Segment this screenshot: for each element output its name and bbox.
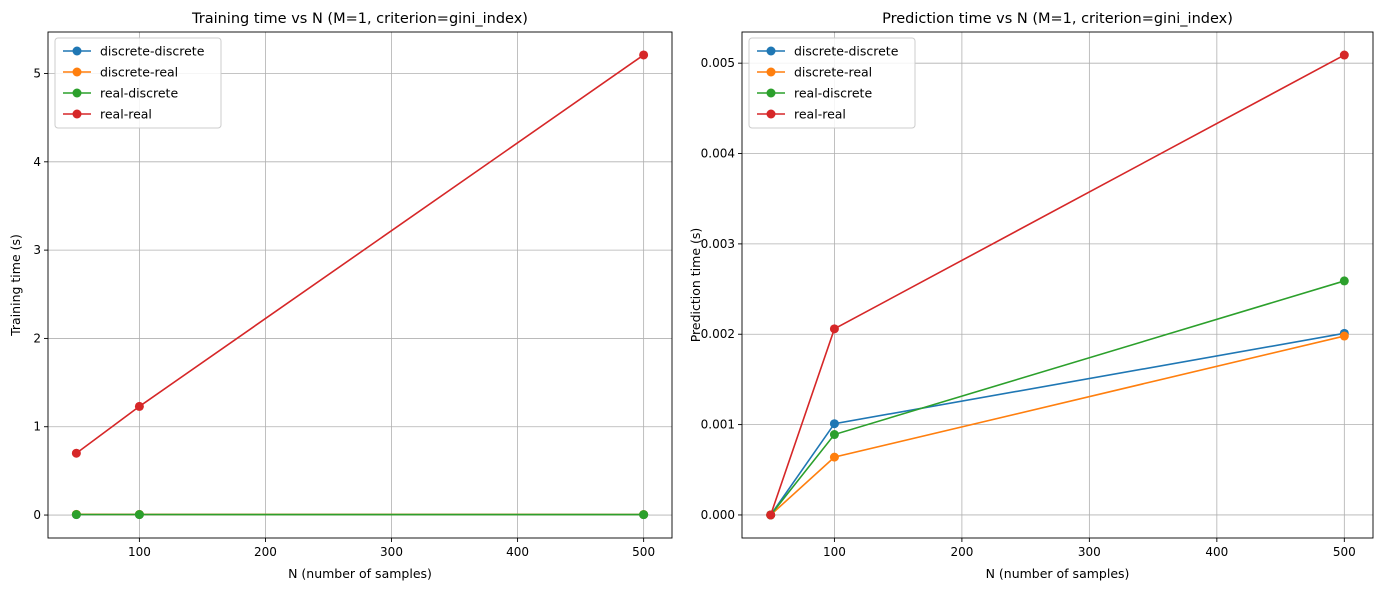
plot-frame — [741, 31, 1374, 539]
legend-entry: discrete-real — [100, 65, 178, 80]
x-tick-label: 300 — [1078, 545, 1101, 559]
chart-2: 100 200 300 400 500 0.000 0.001 0.002 0.003 0.004… — [688, 11, 1374, 581]
legend: discrete-discrete discrete-real real-discr… — [748, 37, 916, 129]
legend-marker-discrete-real — [766, 67, 776, 77]
legend-marker-real-discrete — [72, 88, 82, 98]
legend-marker-discrete-real — [72, 67, 82, 77]
legend-entry: real-real — [100, 107, 152, 122]
y-tick-label: 0.000 — [701, 508, 735, 522]
legend-marker-discrete-discrete — [72, 46, 82, 56]
chart-title: Training time vs N (M=1, criterion=gini_… — [191, 11, 528, 27]
y-tick-label: 0.001 — [701, 418, 735, 432]
plot-frame — [47, 31, 673, 539]
x-tick-label: 300 — [380, 545, 403, 559]
legend-entry: real-discrete — [794, 86, 872, 101]
series-line-discrete-discrete — [770, 332, 1345, 516]
data-point-discrete-real — [829, 452, 839, 462]
y-tick-label: 3 — [33, 243, 41, 257]
x-tick-label: 200 — [950, 545, 973, 559]
y-axis-label: Prediction time (s) — [688, 228, 703, 343]
legend-entry: discrete-discrete — [100, 44, 205, 59]
x-tick-label: 100 — [823, 545, 846, 559]
y-tick-label: 4 — [33, 155, 41, 169]
data-point-real-discrete — [829, 430, 839, 440]
legend-marker-real-real — [766, 109, 776, 119]
legend-marker-real-real — [72, 109, 82, 119]
legend-entry: discrete-discrete — [794, 44, 899, 59]
legend-entry: real-discrete — [100, 86, 178, 101]
y-tick-label: 0 — [33, 508, 41, 522]
data-point-real-discrete — [71, 510, 81, 520]
x-tick-label: 500 — [1333, 545, 1356, 559]
y-tick-label: 2 — [33, 331, 41, 345]
data-point-discrete-real — [1339, 331, 1349, 341]
legend: discrete-discrete discrete-real real-discr… — [54, 37, 222, 129]
x-axis-label: N (number of samples) — [986, 566, 1130, 581]
chart-1: 100 200 300 400 500 0 1 2 3 4 5 Training time vs N … — [8, 11, 673, 581]
data-point-discrete-discrete — [829, 419, 839, 429]
x-tick-label: 500 — [632, 545, 655, 559]
y-tick-label: 0.002 — [701, 327, 735, 341]
legend-marker-discrete-discrete — [766, 46, 776, 56]
y-axis-label: Training time (s) — [8, 234, 23, 337]
y-tick-label: 5 — [33, 67, 41, 81]
legend-marker-real-discrete — [766, 88, 776, 98]
x-axis-label: N (number of samples) — [288, 566, 432, 581]
y-tick-label: 1 — [33, 420, 41, 434]
data-point-real-discrete — [1339, 276, 1349, 286]
data-point-real-discrete — [134, 510, 144, 520]
y-tick-label: 0.005 — [701, 56, 735, 70]
x-tick-label: 400 — [1205, 545, 1228, 559]
legend-entry: discrete-real — [794, 65, 872, 80]
chart-title: Prediction time vs N (M=1, criterion=gin… — [882, 11, 1233, 27]
x-tick-label: 400 — [506, 545, 529, 559]
data-point-real-real — [71, 448, 81, 458]
legend-box — [748, 37, 916, 129]
data-point-real-real — [1339, 50, 1349, 60]
x-tick-label: 200 — [254, 545, 277, 559]
legend-entry: real-real — [794, 107, 846, 122]
y-tick-label: 0.004 — [701, 147, 735, 161]
y-tick-label: 0.003 — [701, 237, 735, 251]
data-point-real-real — [639, 50, 649, 60]
legend-box — [54, 37, 222, 129]
data-point-real-real — [134, 401, 144, 411]
series-line-discrete-real — [770, 335, 1345, 516]
data-point-real-real — [829, 324, 839, 334]
data-point-real-real — [766, 510, 776, 520]
x-tick-label: 100 — [128, 545, 151, 559]
data-point-real-discrete — [639, 510, 649, 520]
